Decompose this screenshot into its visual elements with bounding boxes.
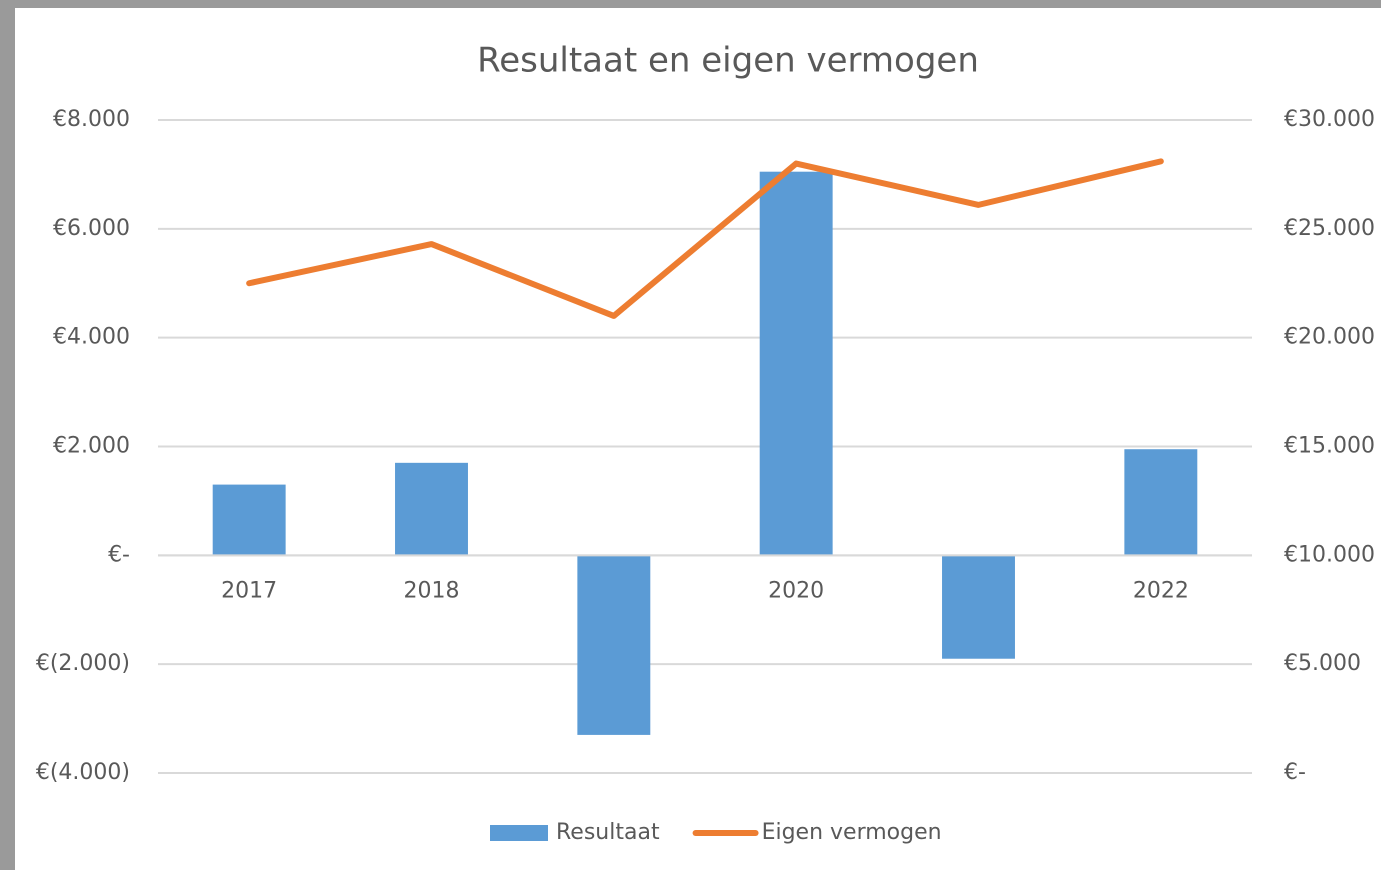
x-tick-label: 2017 [221, 578, 277, 603]
x-tick-label: 2022 [1133, 578, 1189, 603]
y2-tick-label: €15.000 [1284, 434, 1375, 459]
y-tick-label: €8.000 [53, 107, 130, 132]
y2-tick-label: €30.000 [1284, 107, 1375, 132]
y-tick-label: €2.000 [53, 434, 130, 459]
y2-tick-label: €- [1284, 760, 1306, 785]
line [246, 158, 1164, 319]
bar [942, 555, 1015, 659]
x-tick-label: 2018 [404, 578, 460, 603]
bar [577, 555, 651, 735]
y2-tick-label: €10.000 [1284, 542, 1375, 567]
bar [212, 484, 286, 556]
bar [395, 462, 468, 556]
bar [759, 171, 833, 556]
y-tick-label: €6.000 [53, 216, 130, 241]
y2-tick-label: €25.000 [1284, 216, 1375, 241]
chart-title: Resultaat en eigen vermogen [477, 41, 979, 81]
y-tick-label: €- [108, 542, 130, 567]
y2-tick-label: €20.000 [1284, 325, 1375, 350]
legend-swatch [490, 825, 548, 841]
y2-tick-label: €5.000 [1284, 651, 1361, 676]
y-tick-label: €(4.000) [36, 760, 130, 785]
legend-label: Resultaat [556, 820, 660, 845]
bar [1124, 449, 1198, 556]
chart-background [15, 8, 1381, 870]
y-tick-label: €4.000 [53, 325, 130, 350]
legend-label: Eigen vermogen [762, 820, 942, 845]
x-tick-label: 2020 [768, 578, 824, 603]
y-tick-label: €(2.000) [36, 651, 130, 676]
